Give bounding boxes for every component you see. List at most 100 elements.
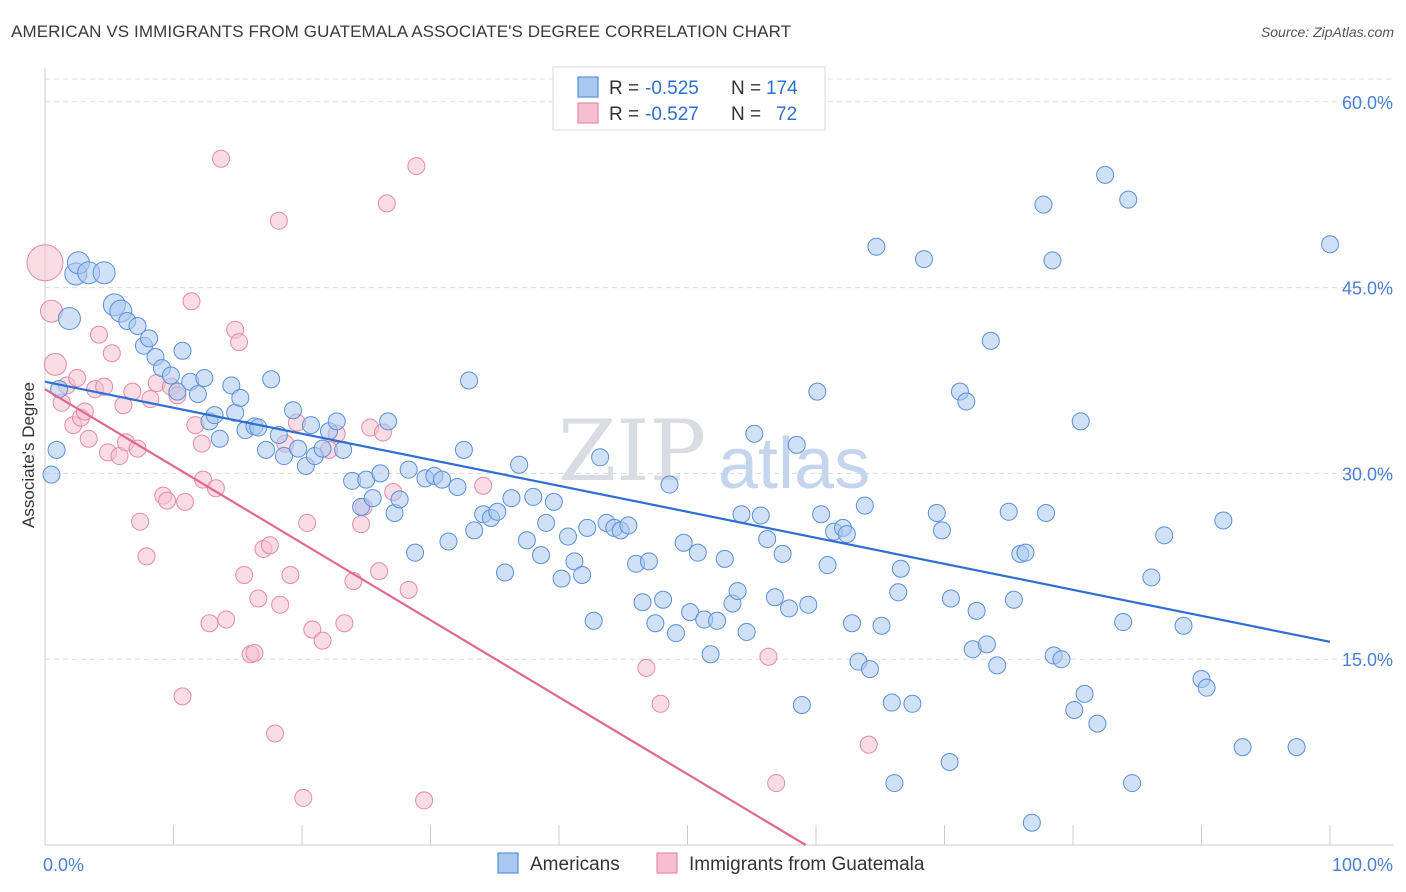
point-americans	[128, 316, 147, 335]
point-americans	[787, 435, 806, 454]
point-americans	[745, 424, 764, 443]
point-americans	[289, 439, 308, 458]
point-guatemala	[230, 333, 249, 352]
point-americans	[932, 521, 951, 540]
bottom-legend-swatch-americans	[497, 852, 519, 874]
legend-n-value-1: 174	[766, 78, 798, 99]
point-americans	[660, 475, 679, 494]
point-guatemala	[651, 694, 670, 713]
point-guatemala	[759, 647, 778, 666]
point-americans	[313, 439, 332, 458]
point-americans	[257, 440, 276, 459]
top-legend: R = -0.525 N = 174 R = -0.527 N = 72	[552, 66, 826, 131]
point-americans	[837, 525, 856, 544]
point-americans	[681, 603, 700, 622]
point-americans	[222, 376, 241, 395]
point-americans	[42, 465, 61, 484]
point-americans	[666, 624, 685, 643]
point-americans	[275, 447, 294, 466]
point-americans	[532, 546, 551, 565]
point-americans	[1034, 195, 1053, 214]
bottom-legend: Americans Immigrants from Guatemala	[497, 852, 925, 875]
bottom-legend-swatch-guatemala	[656, 852, 678, 874]
bottom-legend-label-americans: Americans	[530, 854, 620, 875]
point-americans	[1321, 235, 1339, 254]
point-americans	[1287, 738, 1306, 757]
point-guatemala	[859, 735, 878, 754]
point-americans	[496, 563, 515, 582]
point-americans	[168, 382, 187, 401]
point-americans	[92, 261, 116, 285]
point-americans	[195, 369, 214, 388]
point-americans	[573, 565, 592, 584]
point-guatemala	[182, 292, 201, 311]
chart-title: AMERICAN VS IMMIGRANTS FROM GUATEMALA AS…	[11, 22, 792, 41]
point-americans	[867, 237, 886, 256]
point-americans	[1088, 714, 1107, 733]
point-americans	[188, 385, 207, 404]
point-americans	[765, 588, 784, 607]
x-tick-label-max: 100.0%	[1332, 855, 1393, 875]
bottom-legend-label-guatemala: Immigrants from Guatemala	[689, 854, 925, 875]
point-americans	[379, 412, 398, 431]
point-americans	[1114, 613, 1133, 632]
point-guatemala	[370, 562, 389, 581]
point-americans	[1142, 568, 1161, 587]
point-guatemala	[102, 344, 121, 363]
point-americans	[1197, 678, 1216, 697]
point-guatemala	[474, 476, 493, 495]
point-americans	[1075, 684, 1094, 703]
point-americans	[231, 388, 250, 407]
point-americans	[262, 370, 281, 389]
point-americans	[674, 533, 693, 552]
y-axis-title: Associate's Degree	[19, 382, 38, 528]
point-americans	[882, 693, 901, 712]
point-americans	[1119, 190, 1138, 209]
y-tick-label: 45.0%	[1342, 279, 1393, 299]
point-guatemala	[245, 644, 264, 662]
point-americans	[619, 516, 638, 535]
point-americans	[399, 460, 418, 479]
legend-swatch-americans	[577, 76, 599, 98]
point-guatemala	[235, 565, 254, 584]
point-guatemala	[399, 580, 418, 599]
point-americans	[1233, 738, 1252, 757]
point-americans	[284, 401, 303, 420]
point-americans	[818, 556, 837, 575]
point-americans	[502, 489, 521, 508]
point-guatemala	[158, 491, 177, 510]
legend-n-value-2: 72	[776, 104, 797, 125]
point-americans	[161, 366, 180, 385]
point-americans	[633, 593, 652, 612]
point-guatemala	[767, 774, 786, 793]
point-americans	[941, 589, 960, 608]
point-americans	[799, 595, 818, 614]
point-americans	[249, 418, 268, 437]
y-tick-label: 30.0%	[1342, 464, 1393, 484]
legend-n-label-1: N =	[731, 78, 761, 99]
point-americans	[860, 660, 879, 679]
point-americans	[1214, 511, 1233, 530]
point-americans	[885, 774, 904, 793]
point-americans	[173, 341, 192, 360]
point-guatemala	[217, 610, 236, 629]
point-americans	[510, 455, 529, 474]
point-guatemala	[637, 658, 656, 677]
point-guatemala	[95, 377, 114, 396]
point-guatemala	[407, 157, 426, 176]
point-americans	[688, 543, 707, 562]
point-americans	[465, 521, 484, 540]
chart-source: Source: ZipAtlas.com	[1260, 24, 1394, 40]
point-americans	[327, 412, 346, 431]
point-americans	[1052, 650, 1071, 669]
legend-r-value-1: -0.525	[645, 78, 699, 99]
point-americans	[1071, 412, 1090, 431]
point-americans	[565, 552, 584, 571]
point-americans	[1022, 813, 1041, 832]
point-americans	[363, 489, 382, 508]
point-guatemala	[269, 211, 288, 230]
point-americans	[584, 611, 603, 630]
trend-line-guatemala	[44, 388, 807, 846]
axes-layer	[44, 68, 1393, 846]
legend-swatch-guatemala	[577, 102, 599, 124]
